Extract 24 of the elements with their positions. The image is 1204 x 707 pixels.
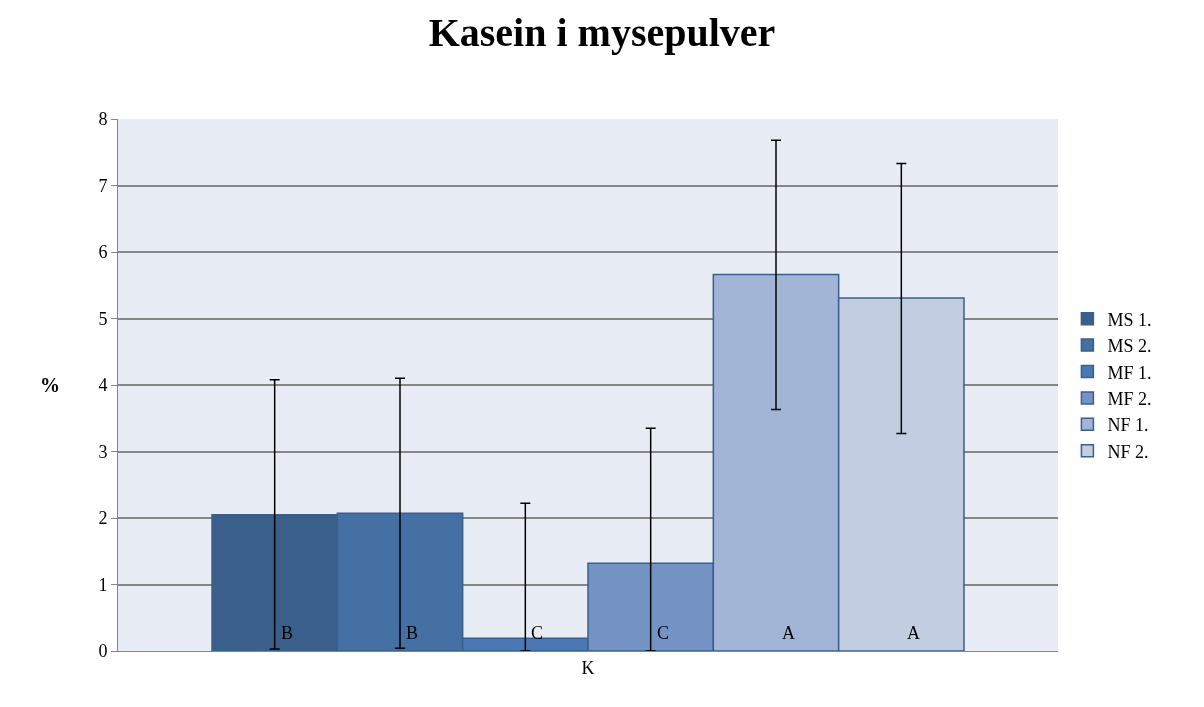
y-tick-label: 7 <box>98 175 108 196</box>
y-tick-label: 0 <box>98 641 108 662</box>
data-label: C <box>531 623 544 643</box>
data-label: B <box>406 623 419 643</box>
y-tick-label: 5 <box>98 308 108 329</box>
y-axis-title: % <box>40 374 60 396</box>
y-tick-label: 8 <box>98 109 108 130</box>
y-tick-label: 2 <box>98 508 108 529</box>
chart-title: Kasein i mysepulver <box>428 9 776 55</box>
y-tick-label: 4 <box>98 375 108 396</box>
legend-label: NF 1. <box>1107 415 1149 436</box>
x-tick-label: K <box>581 657 595 678</box>
y-tick-label: 3 <box>98 441 108 462</box>
data-label: C <box>657 623 670 643</box>
data-label: A <box>782 623 795 643</box>
legend-label: MF 1. <box>1107 362 1152 383</box>
legend-label: NF 2. <box>1107 441 1149 462</box>
y-tick-label: 6 <box>98 242 108 263</box>
data-label: A <box>907 623 920 643</box>
legend-label: MS 2. <box>1107 336 1152 357</box>
legend-label: MF 2. <box>1107 388 1152 409</box>
y-tick-label: 1 <box>98 574 108 595</box>
data-label: B <box>281 623 294 643</box>
legend-label: MS 1. <box>1107 309 1152 330</box>
